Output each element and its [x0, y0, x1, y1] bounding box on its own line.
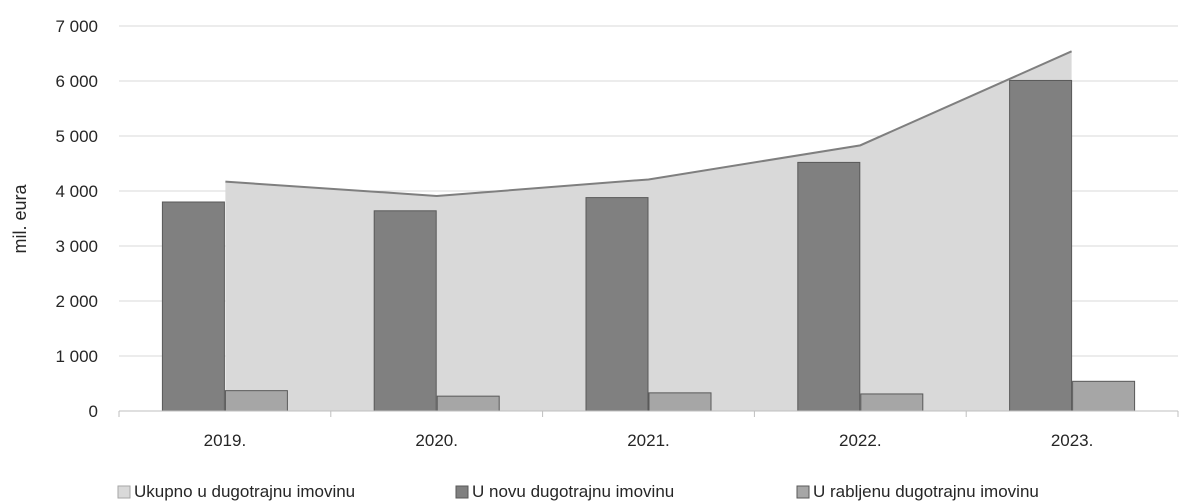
legend-label: U rabljenu dugotrajnu imovinu	[813, 482, 1039, 501]
y-axis-title: mil. eura	[10, 184, 30, 254]
y-tick-label: 1 000	[55, 347, 98, 366]
y-tick-label: 7 000	[55, 17, 98, 36]
bar-nova-4	[1009, 79, 1073, 412]
bar-nova-3	[797, 161, 861, 412]
y-tick-label: 4 000	[55, 182, 98, 201]
legend: Ukupno u dugotrajnu imovinu U novu dugotr…	[117, 482, 1039, 501]
legend-label: Ukupno u dugotrajnu imovinu	[134, 482, 355, 501]
x-tick-label: 2023.	[1051, 431, 1094, 450]
legend-label: U novu dugotrajnu imovinu	[472, 482, 674, 501]
y-tick-label: 5 000	[55, 127, 98, 146]
bar-series	[161, 79, 1136, 412]
x-tick-label: 2022.	[839, 431, 882, 450]
axes: 0 1 000 2 000 3 000 4 000 5 000 6 000 7 000 2019…	[55, 17, 1179, 450]
legend-swatch	[117, 485, 131, 499]
bar-rabljena-4	[1072, 380, 1136, 412]
bar-nova-1	[373, 210, 437, 412]
y-tick-label: 0	[89, 402, 98, 421]
bar-rabljena-2	[648, 392, 712, 412]
y-tick-label: 6 000	[55, 72, 98, 91]
bar-nova-2	[585, 197, 649, 412]
bar-rabljena-1	[436, 395, 500, 412]
legend-swatch	[455, 485, 469, 499]
area-ukupno-line	[225, 50, 1073, 197]
legend-swatch	[796, 485, 810, 499]
bar-rabljena-3	[860, 393, 924, 412]
bar-nova-0	[161, 201, 225, 412]
bar-rabljena-0	[224, 390, 288, 412]
x-tick-label: 2020.	[415, 431, 458, 450]
x-tick-label: 2019.	[204, 431, 247, 450]
y-tick-label: 2 000	[55, 292, 98, 311]
y-tick-label: 3 000	[55, 237, 98, 256]
x-tick-label: 2021.	[627, 431, 670, 450]
